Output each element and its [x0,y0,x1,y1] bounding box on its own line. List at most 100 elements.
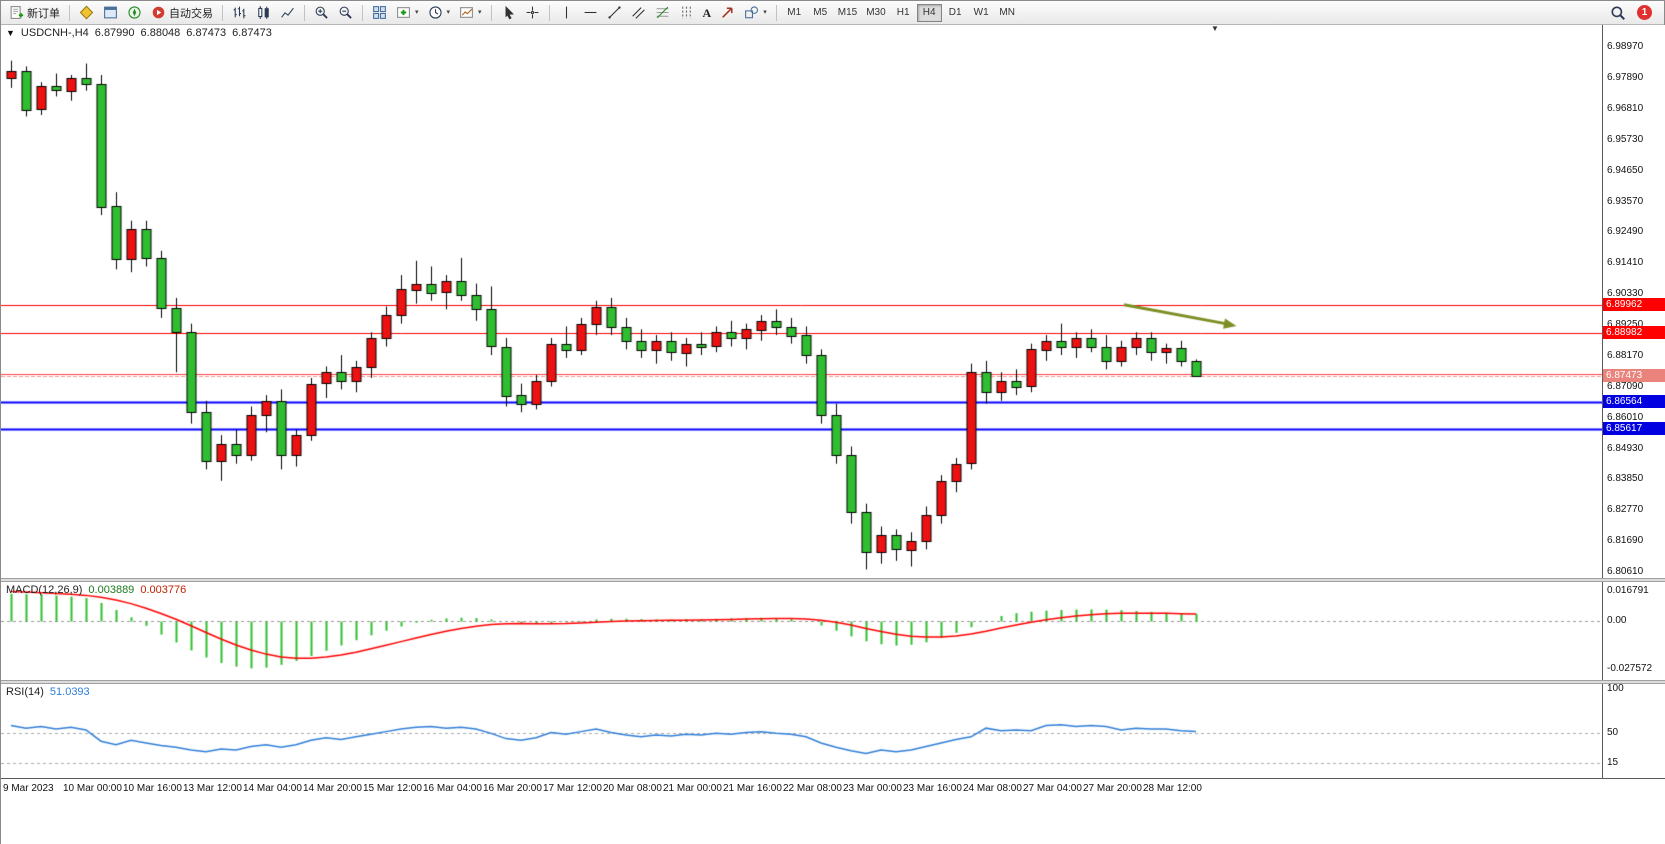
notification-badge[interactable]: 1 [1637,5,1652,20]
macd-axis[interactable]: 0.016791 0.00 -0.027572 [1602,582,1665,680]
macd-pane: MACD(12,26,9) 0.003889 0.003776 0.016791… [1,582,1665,680]
time-axis-label: 24 Mar 08:00 [963,783,1022,794]
rsi-canvas[interactable] [1,684,1602,778]
navigator-icon [128,6,141,19]
time-axis-label: 23 Mar 16:00 [903,783,962,794]
macd-value-main: 0.003889 [88,584,135,596]
trendline-icon [607,6,621,19]
time-axis-label: 14 Mar 04:00 [243,783,302,794]
crosshair-button[interactable] [521,3,544,23]
rsi-indicator-name: RSI(14) [6,686,44,698]
line-chart-button[interactable] [276,3,299,23]
time-axis-label: 17 Mar 12:00 [543,783,602,794]
price-axis-label: 6.88170 [1607,349,1644,361]
time-axis-label: 21 Mar 16:00 [723,783,782,794]
zoom-in-button[interactable] [310,3,333,23]
price-tag: 6.89962 [1603,298,1665,312]
fibonacci-button[interactable] [651,3,674,23]
macd-axis-label: -0.027572 [1607,663,1653,674]
rsi-axis[interactable]: 100 50 15 [1602,684,1665,778]
market-watch-button[interactable] [75,3,98,23]
indicators-button[interactable]: ▾ [392,3,423,23]
one-click-trading-arrow[interactable]: ▼ [6,27,15,38]
timeframe-m1-button[interactable]: M1 [782,4,807,22]
timeframe-h4-button[interactable]: H4 [916,3,942,22]
horizontal-line-button[interactable] [579,3,602,23]
navigator-button[interactable] [123,3,146,23]
rsi-axis-label: 50 [1607,726,1619,738]
rsi-axis-label: 100 [1607,684,1624,694]
shapes-icon [745,6,759,19]
rsi-value: 51.0393 [49,686,90,698]
zoom-out-button[interactable] [334,3,357,23]
price-tag: 6.86564 [1603,395,1665,409]
tile-windows-button[interactable] [368,3,391,23]
clock-icon [428,6,442,19]
data-window-icon [104,6,117,19]
price-axis-label: 6.92490 [1607,226,1644,238]
templates-button[interactable]: ▾ [455,3,486,23]
macd-axis-label: 0.016791 [1607,585,1649,596]
pane-splitter[interactable] [1,578,1665,582]
bar-chart-button[interactable] [228,3,251,23]
pane-splitter[interactable] [1,680,1665,684]
channel-button[interactable] [627,3,650,23]
timeframe-mn-button[interactable]: MN [995,4,1020,22]
cycle-lines-icon [681,6,691,19]
price-chart-canvas[interactable] [1,25,1602,578]
time-axis-label: 14 Mar 20:00 [303,783,362,794]
price-tag: 6.88982 [1603,326,1665,340]
price-axis[interactable]: 6.98970 6.97890 6.96810 6.95730 6.94650 6.935… [1602,25,1665,578]
time-axis-label: 10 Mar 00:00 [63,783,122,794]
chart-open: 6.87990 [94,27,135,39]
line-chart-icon [281,7,294,18]
autotrading-button[interactable]: 自动交易 [147,3,217,23]
toolbar-right-group: 1 [1606,3,1660,23]
arrows-button[interactable] [716,3,739,23]
chart-shift-marker[interactable]: ▼ [1211,25,1219,33]
macd-axis-label: 0.00 [1607,614,1627,626]
toolbar-separator [222,4,223,21]
cycle-lines-button[interactable] [675,3,698,23]
cursor-button[interactable] [497,3,520,23]
periods-button[interactable]: ▾ [424,3,455,23]
rsi-pane: RSI(14) 51.0393 100 50 15 [1,684,1665,778]
timeframe-d1-button[interactable]: D1 [943,4,968,22]
text-tool-button[interactable]: A [699,3,716,23]
timeframe-m30-button[interactable]: M30 [862,4,889,22]
crosshair-icon [526,6,538,19]
macd-value-signal: 0.003776 [140,584,187,596]
time-axis-label: 16 Mar 20:00 [483,783,542,794]
zoom-out-icon [339,6,352,19]
timeframe-m5-button[interactable]: M5 [808,4,833,22]
time-axis-label: 27 Mar 04:00 [1023,783,1082,794]
candlestick-chart-button[interactable] [252,3,275,23]
rsi-axis-label: 15 [1607,756,1619,768]
search-button[interactable] [1606,3,1630,23]
price-axis-label: 6.87090 [1607,380,1644,392]
macd-canvas[interactable] [1,582,1602,680]
price-axis-label: 6.93570 [1607,195,1644,207]
time-axis-label: 28 Mar 12:00 [1143,783,1202,794]
timeframe-h1-button[interactable]: H1 [891,4,916,22]
timeframe-w1-button[interactable]: W1 [969,4,994,22]
toolbar-separator [69,4,70,21]
chart-close: 6.87473 [232,27,272,39]
new-order-label: 新订单 [27,7,60,20]
price-axis-label: 6.89250 [1607,319,1644,331]
trendline-button[interactable] [603,3,626,23]
time-axis-label: 15 Mar 12:00 [363,783,422,794]
time-axis[interactable]: 9 Mar 2023 10 Mar 00:00 10 Mar 16:00 13 Mar… [1,778,1665,798]
price-axis-label: 6.82770 [1607,504,1644,516]
shapes-button[interactable]: ▾ [740,3,771,23]
rsi-title: RSI(14) 51.0393 [6,686,90,698]
data-window-button[interactable] [99,3,122,23]
new-order-button[interactable]: 新订单 [5,3,64,23]
text-icon: A [702,5,712,20]
timeframe-m15-button[interactable]: M15 [834,4,861,22]
price-axis-label: 6.98970 [1607,41,1644,53]
price-tag: 6.87473 [1603,369,1665,383]
autotrading-label: 自动交易 [169,7,213,20]
vertical-line-button[interactable] [555,3,578,23]
